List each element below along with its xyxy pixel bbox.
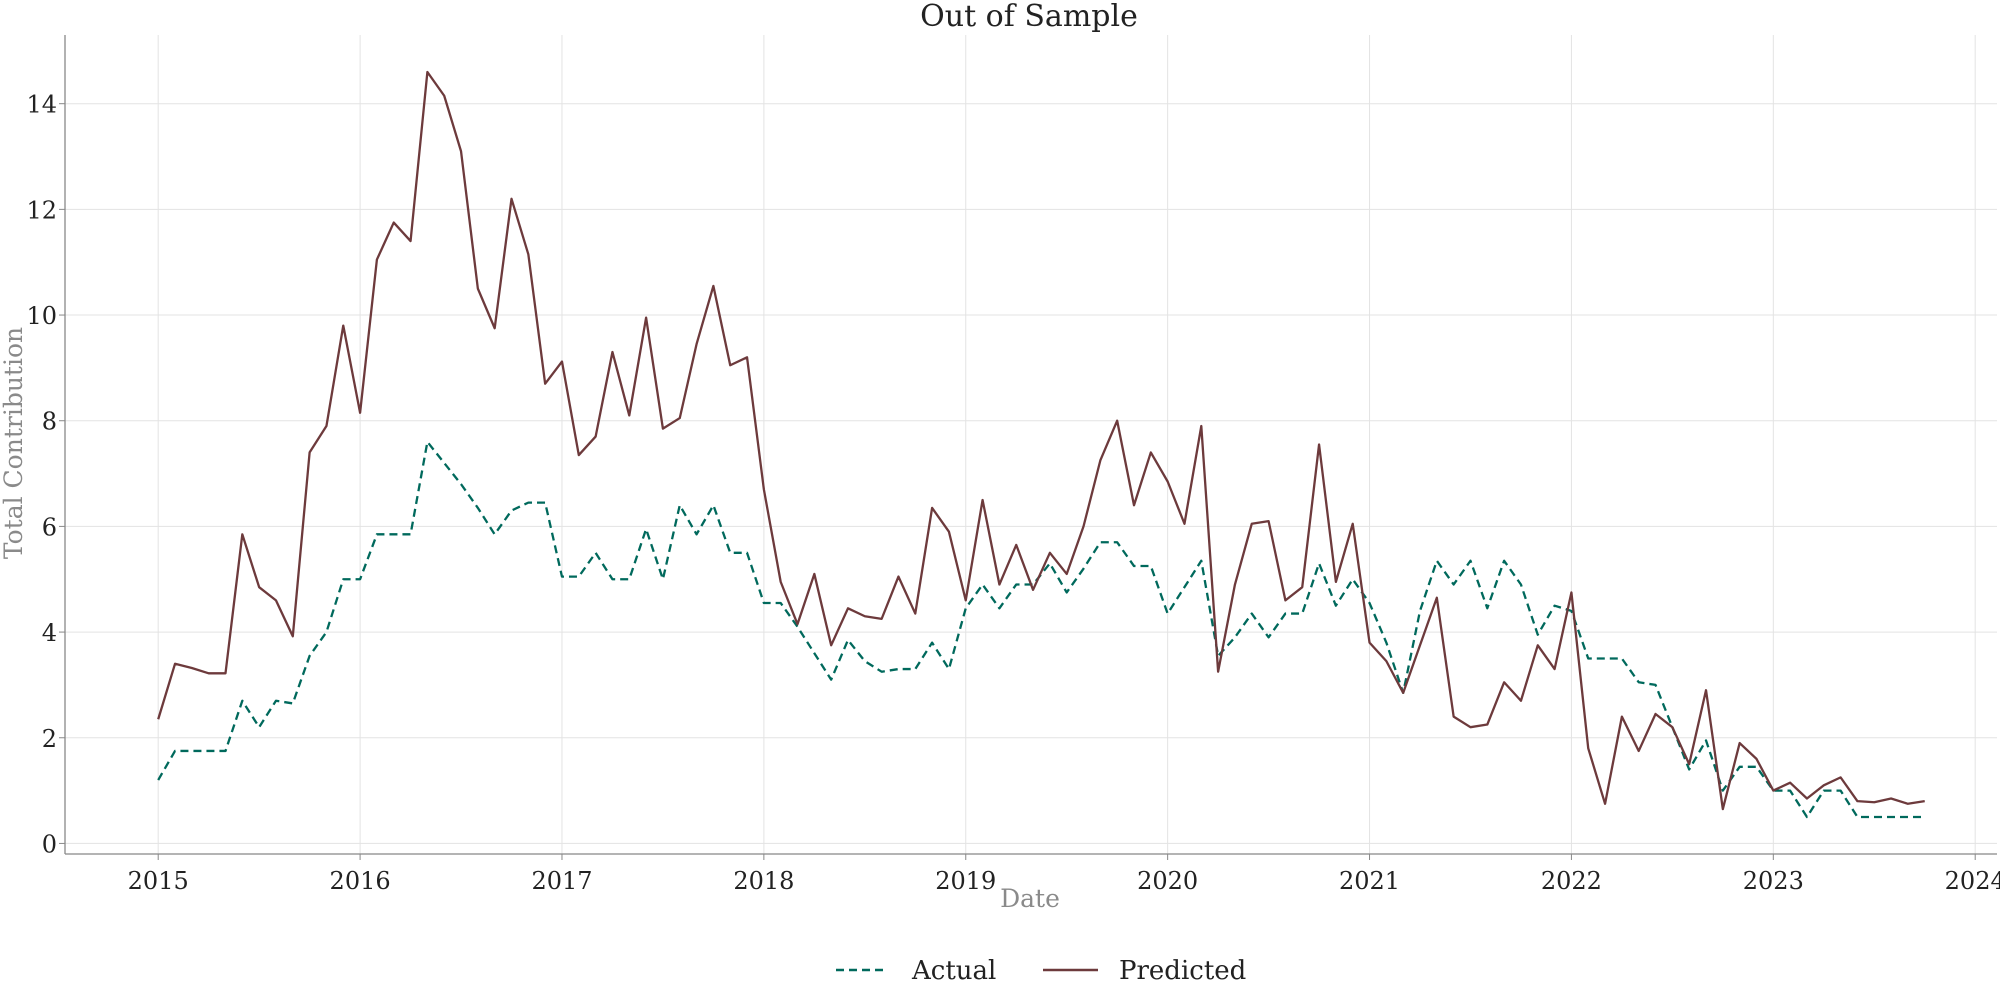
y-tick-label: 14 [26,91,57,119]
x-tick-label: 2017 [531,867,592,895]
y-tick-label: 6 [42,513,57,541]
x-tick-label: 2023 [1743,867,1804,895]
x-tick-label: 2020 [1137,867,1198,895]
y-tick-label: 2 [42,725,57,753]
x-tick-label: 2015 [128,867,189,895]
series-line-predicted [157,70,1925,811]
series-lines [157,70,1925,819]
x-axis-label: Date [1000,884,1060,913]
y-tick-label: 4 [42,619,57,647]
x-tick-label: 2016 [330,867,391,895]
legend: Actual Predicted [836,956,1246,986]
legend-label-actual: Actual [911,956,996,986]
x-tick-label: 2019 [935,867,996,895]
chart-title: Out of Sample [920,0,1138,34]
tick-labels: 2015 2016 2017 2018 2019 2020 2021 2022 2023 2024… [26,91,2000,895]
y-tick-label: 12 [26,196,57,224]
legend-label-predicted: Predicted [1119,956,1246,986]
x-tick-label: 2024 [1945,867,2000,895]
x-tick-label: 2018 [733,867,794,895]
y-tick-label: 10 [26,302,57,330]
x-tick-label: 2022 [1541,867,1602,895]
x-tick-label: 2021 [1339,867,1400,895]
y-tick-label: 0 [42,830,57,858]
grid-lines [65,35,1997,854]
axes [59,35,1997,860]
y-tick-label: 8 [42,408,57,436]
series-line-actual [157,440,1925,819]
y-axis-label: Total Contribution [0,327,28,559]
